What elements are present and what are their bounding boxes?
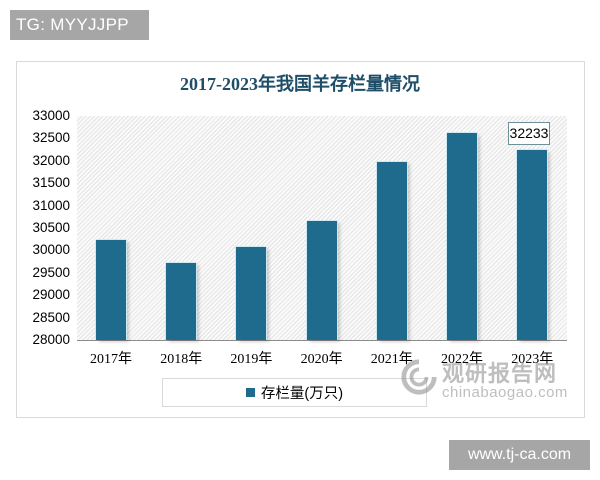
plot-area xyxy=(77,116,567,341)
x-tick-label: 2023年 xyxy=(511,352,554,367)
y-tick-label: 32000 xyxy=(32,152,70,168)
watermark-tag-top-left: TG: MYYJJPP xyxy=(10,10,149,40)
y-tick-label: 30000 xyxy=(32,242,70,258)
chinabaogao-watermark: 观研报告网 chinabaogao.com xyxy=(400,356,568,404)
x-tick-label: 2017年 xyxy=(90,352,132,367)
chart-title: 2017-2023年我国羊存栏量情况 xyxy=(180,74,420,94)
x-tick-label: 2019年 xyxy=(230,352,273,367)
watermark-en-text: chinabaogao.com xyxy=(442,384,568,401)
watermark-cn-text: 观研报告网 xyxy=(442,361,558,386)
x-tick-label: 2020年 xyxy=(300,352,343,367)
y-tick-label: 33000 xyxy=(32,108,70,123)
y-tick-label: 28000 xyxy=(32,332,70,347)
x-tick-label: 2022年 xyxy=(441,352,483,367)
bar-2021年 xyxy=(376,162,407,340)
legend-label: 存栏量(万只) xyxy=(260,386,344,402)
legend: 存栏量(万只) xyxy=(162,378,427,407)
bar-2019年 xyxy=(236,247,267,340)
data-label-2023: 32233 xyxy=(508,122,550,145)
legend-swatch-icon xyxy=(245,388,255,397)
bar-2018年 xyxy=(166,263,197,340)
x-tick-label: 2021年 xyxy=(370,352,413,367)
bar-2020年 xyxy=(306,221,337,340)
y-tick-label: 32500 xyxy=(32,130,70,146)
y-tick-label: 30500 xyxy=(32,220,70,235)
chinabaogao-logo-icon xyxy=(401,359,437,395)
watermark-tag-bottom-right: www.tj-ca.com xyxy=(449,440,590,470)
y-tick-label: 29000 xyxy=(32,287,70,303)
y-tick-label: 31000 xyxy=(32,197,70,213)
y-tick-label: 31500 xyxy=(32,175,70,191)
y-tick-label: 29500 xyxy=(32,264,70,280)
bar-2022年 xyxy=(447,132,477,340)
x-tick-label: 2018年 xyxy=(160,352,203,367)
y-tick-label: 28500 xyxy=(32,309,70,325)
bar-2023年 xyxy=(517,150,548,340)
bar-2017年 xyxy=(96,240,126,340)
